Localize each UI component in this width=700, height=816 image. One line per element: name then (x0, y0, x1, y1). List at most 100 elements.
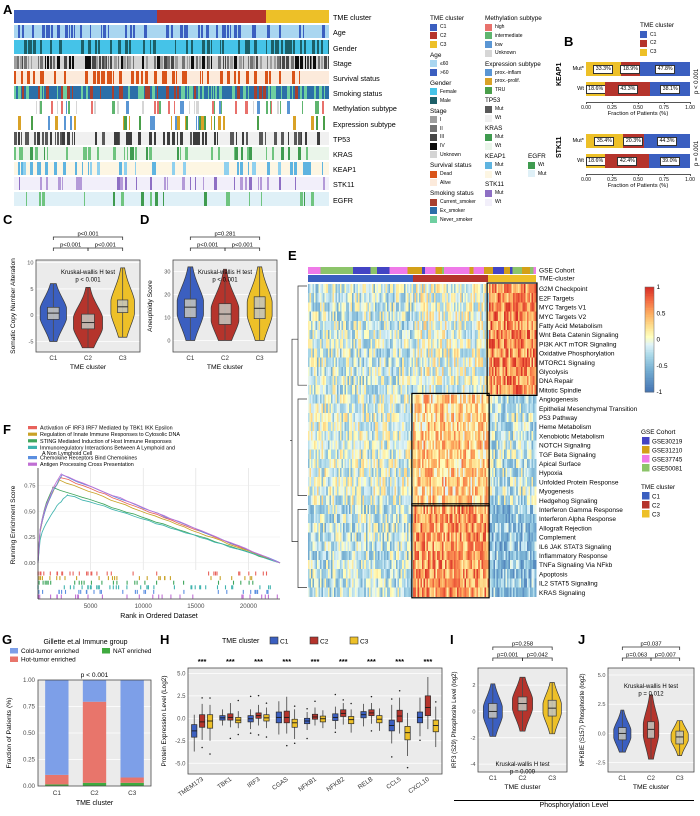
legend-swatch (485, 69, 492, 77)
panel-c-letter: C (3, 212, 13, 227)
x-tick (612, 102, 613, 104)
legend-item: >60 (430, 69, 486, 77)
legend-item: intermediate (485, 32, 545, 40)
legend-swatch (485, 49, 492, 57)
legend-swatch (430, 88, 437, 96)
legend-title-kras: KRAS (485, 125, 503, 133)
svg-text:C2: C2 (221, 355, 229, 362)
legend-swatch (485, 41, 492, 49)
panel-a-rowlabels: TME cluster Age Gender Stage Survival status… (333, 10, 428, 210)
pathway-label: Hedgehog Signaling (539, 498, 598, 505)
svg-text:TME cluster: TME cluster (70, 364, 107, 371)
x-tick-label: 1.00 (685, 104, 695, 111)
legend-item: Unknown (430, 151, 486, 159)
legend-swatch (430, 69, 437, 77)
x-tick (690, 102, 691, 104)
legend-swatch (430, 97, 437, 105)
annotation-row-stage (14, 55, 329, 69)
pathway-label: Fatty Acid Metabolism (539, 323, 603, 330)
legend-item: Wt (485, 170, 545, 178)
pathway-label: E2F Targets (539, 295, 575, 302)
legend-item: Wt (485, 142, 545, 150)
panel-b-letter: B (564, 34, 574, 49)
x-tick (690, 174, 691, 176)
gene-label-stk11: STK11 (556, 136, 563, 158)
legend-item: Unknown (485, 49, 545, 57)
pathway-label: P53 Pathway (539, 415, 578, 422)
legend-label: Wt (538, 162, 545, 169)
legend-label: Female (440, 88, 457, 95)
legend-title-expression-subtype: Expression subtype (485, 60, 541, 68)
svg-text:5: 5 (30, 287, 33, 293)
legend-item: Female (430, 88, 486, 96)
legend-swatch (430, 179, 437, 187)
legend-item: Mut (485, 133, 545, 141)
pathway-label: Allograft Rejection (539, 525, 592, 532)
legend-label: C3 (650, 49, 657, 56)
legend-swatch (485, 114, 492, 122)
x-tick-label: 0.75 (659, 176, 669, 183)
x-tick-label: 1.00 (685, 176, 695, 183)
svg-text:p<0.001: p<0.001 (60, 242, 81, 248)
legend-label: Never_smoker (440, 216, 473, 223)
legend-label: C2 (440, 32, 447, 39)
svg-text:Kruskal-wallis H test: Kruskal-wallis H test (61, 270, 115, 276)
legend-title-egfr: EGFR (528, 153, 546, 160)
pathway-label: PI3K AKT mTOR Signaling (539, 341, 617, 348)
bar-row-label: Wt (577, 86, 584, 92)
panel-e-heatmap: GSE Cohort TME-cluster G2M Checkpoint E2F T… (290, 258, 700, 624)
gene-label-keap1: KEAP1 (556, 62, 563, 86)
row-label-stk11: STK11 (333, 180, 355, 190)
legend-swatch (485, 161, 492, 169)
legend-item: IV (430, 142, 486, 150)
row-label-expression-subtype: Expression subtype (333, 119, 396, 129)
pathway-label: DNA Repair (539, 378, 574, 385)
legend-swatch (430, 125, 437, 133)
pathway-label: IL2 STAT5 Signaling (539, 581, 598, 588)
pathway-label: Interferon Alpha Response (539, 516, 616, 523)
legend-swatch (430, 60, 437, 68)
row-label-methylation-subtype: Methylation subtype (333, 104, 397, 114)
svg-text:p < 0.001: p < 0.001 (212, 278, 238, 284)
legend-item: Ex_smoker (430, 207, 486, 215)
svg-text:20: 20 (164, 293, 170, 299)
panel-h-svg: TME cluster C1 C2 C3-5.0-2.50.02.55.0***TME… (161, 636, 443, 798)
pathway-label: Mitotic Spindle (539, 387, 582, 394)
legend-swatch (430, 41, 437, 49)
legend-swatch (485, 23, 492, 31)
annotation-row-stk11 (14, 177, 329, 191)
pathway-label: Apical Surface (539, 461, 581, 468)
legend-item: ≤60 (430, 60, 486, 68)
legend-item: TRU (485, 86, 545, 94)
panel-d-violin: 0 10 20 30 C1 C2 C3 p=0.281 p<0.001 p<0.001 Kruska… (143, 218, 283, 378)
svg-text:10: 10 (27, 261, 33, 267)
panelD-svg: 0 10 20 30 C1 C2 C3 p=0.281 p<0.001 p<0.001 Kruska… (147, 231, 278, 371)
bar-row-label: Mut* (572, 138, 584, 144)
annotation-row-expression-subtype (14, 116, 329, 130)
legend-label: prox.-prolif. (495, 78, 521, 85)
row-label-kras: KRAS (333, 150, 353, 159)
bar-segment-label: 20.3% (623, 137, 644, 147)
svg-text:C3: C3 (119, 355, 127, 362)
legend-label: Unknown (495, 50, 516, 57)
legend-item: prox.-prolif. (485, 77, 545, 85)
x-tick-label: 0.25 (607, 176, 617, 183)
panel-f-letter: F (3, 422, 11, 437)
legend-item: Mut (485, 105, 545, 113)
pathway-label: Interferon Gamma Response (539, 507, 623, 514)
legend-label: high (495, 24, 505, 31)
legend-label: Mut (495, 134, 504, 141)
bar-segment-label: 39.0% (659, 157, 680, 167)
legend-item: II (430, 124, 486, 133)
panel-a-heatmap (14, 10, 329, 210)
row-label-keap1: KEAP1 (333, 165, 357, 175)
legend-item: Never_smoker (430, 216, 486, 224)
legend-label: C1 (650, 31, 657, 38)
legend-item: Mut (528, 170, 568, 178)
legend-label: C3 (440, 41, 447, 48)
svg-text:TME-cluster: TME-cluster (539, 276, 575, 283)
bar-segment-label: 35.4% (594, 137, 615, 147)
svg-text:C3: C3 (256, 355, 264, 362)
